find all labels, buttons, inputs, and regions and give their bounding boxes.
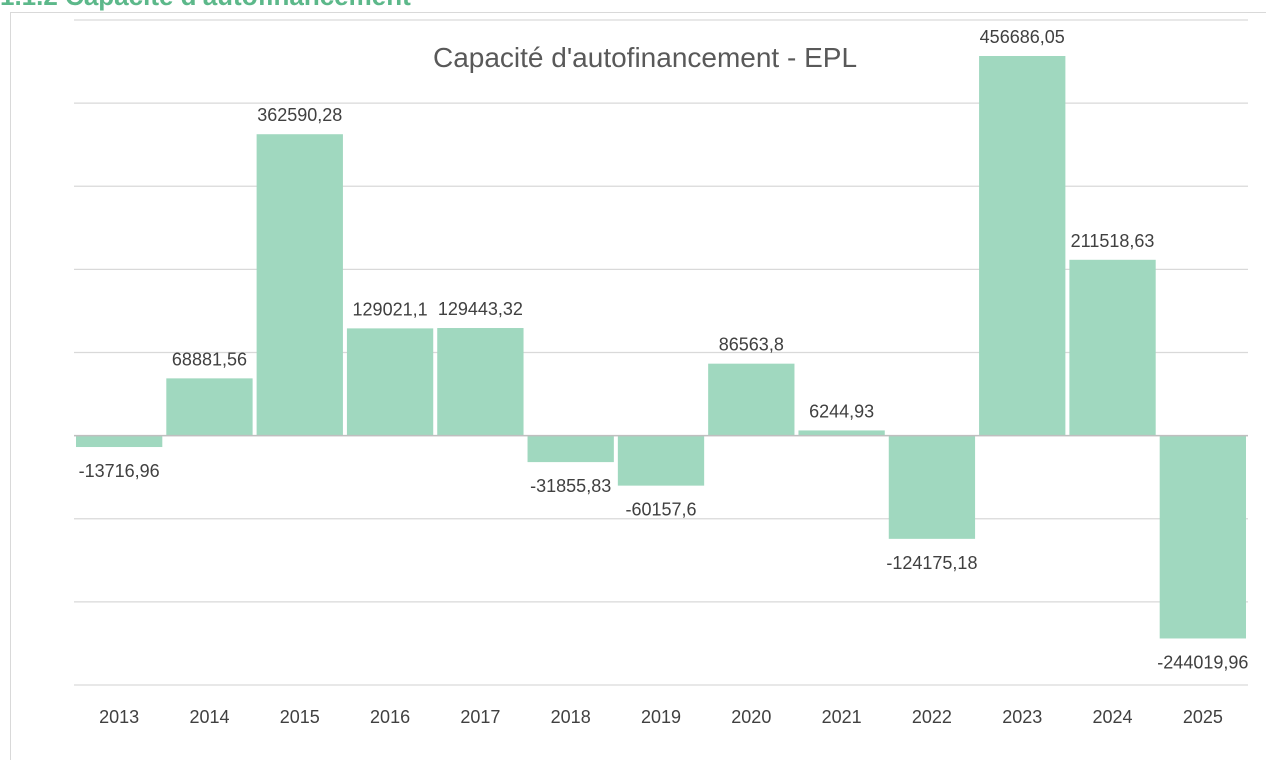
bar xyxy=(437,328,523,436)
x-tick-label: 2014 xyxy=(189,707,229,727)
bar xyxy=(528,436,614,462)
x-tick-label: 2025 xyxy=(1183,707,1223,727)
x-tick-label: 2020 xyxy=(731,707,771,727)
x-tick-label: 2018 xyxy=(551,707,591,727)
bar xyxy=(76,436,162,447)
data-label: -31855,83 xyxy=(530,476,611,496)
data-label: -244019,96 xyxy=(1157,652,1248,672)
x-tick-label: 2017 xyxy=(460,707,500,727)
bar xyxy=(798,430,884,435)
data-label: 456686,05 xyxy=(980,27,1065,47)
bar xyxy=(347,328,433,435)
bar xyxy=(889,436,975,539)
data-label: 6244,93 xyxy=(809,401,874,421)
data-label: 129021,1 xyxy=(353,299,428,319)
bar xyxy=(979,56,1065,436)
x-tick-label: 2016 xyxy=(370,707,410,727)
data-label: 211518,63 xyxy=(1071,231,1155,251)
data-label: 362590,28 xyxy=(257,105,342,125)
chart-title: Capacité d'autofinancement - EPL xyxy=(433,42,857,73)
data-label: 129443,32 xyxy=(438,299,523,319)
x-tick-label: 2015 xyxy=(280,707,320,727)
data-label: 68881,56 xyxy=(172,349,247,369)
x-tick-label: 2021 xyxy=(822,707,862,727)
bar xyxy=(618,436,704,486)
x-tick-label: 2024 xyxy=(1093,707,1133,727)
data-label: -60157,6 xyxy=(625,500,696,520)
x-tick-label: 2019 xyxy=(641,707,681,727)
data-label: -13716,96 xyxy=(79,461,160,481)
data-label: -124175,18 xyxy=(886,553,977,573)
bar xyxy=(257,134,343,435)
x-tick-label: 2013 xyxy=(99,707,139,727)
section-heading: 1.1.2 Capacité d'autofinancement xyxy=(0,0,411,11)
data-label: 86563,8 xyxy=(719,335,784,355)
bar xyxy=(708,364,794,436)
bar xyxy=(166,378,252,435)
x-tick-label: 2023 xyxy=(1002,707,1042,727)
bar xyxy=(1160,436,1246,639)
bar xyxy=(1069,260,1155,436)
x-tick-label: 2022 xyxy=(912,707,952,727)
